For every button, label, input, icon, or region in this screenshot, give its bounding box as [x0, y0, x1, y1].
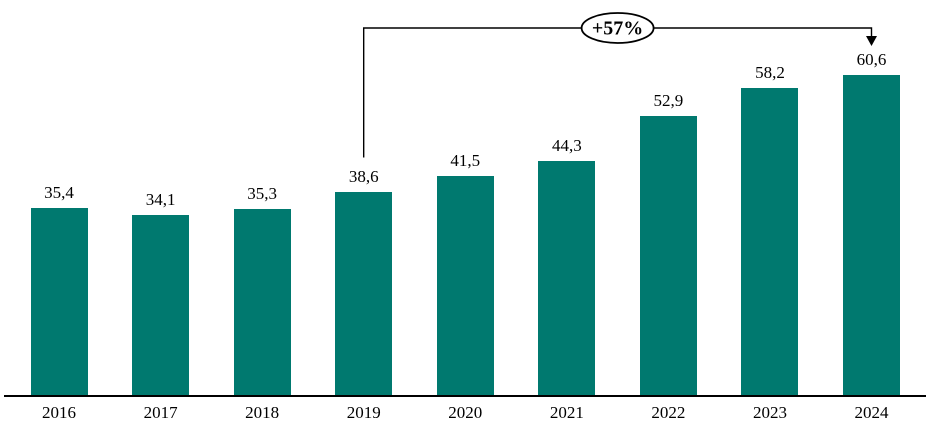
x-tick-label-2022: 2022 [651, 403, 686, 422]
value-label-2016: 35,4 [44, 183, 74, 203]
x-tick-label-2020: 2020 [448, 403, 483, 422]
bar-2024 [843, 75, 900, 396]
value-label-2019: 38,6 [348, 166, 379, 186]
bar-2021 [538, 161, 596, 396]
x-tick-label-2023: 2023 [752, 403, 787, 422]
x-tick-label-2021: 2021 [549, 403, 584, 422]
x-tick-label-2016: 2016 [42, 403, 76, 422]
x-tick-label-2019: 2019 [346, 403, 381, 422]
value-label-2024: 60,6 [856, 50, 887, 69]
bar-2023 [741, 87, 799, 396]
value-label-2021: 44,3 [551, 136, 582, 156]
bar-2020 [436, 176, 494, 396]
value-label-2022: 52,9 [653, 90, 684, 110]
bar-2022 [639, 115, 697, 396]
value-label-2020: 41,5 [450, 151, 481, 171]
bar-2018 [233, 209, 291, 396]
x-tick-label-2018: 2018 [245, 403, 280, 422]
value-label-2017: 34,1 [145, 190, 176, 210]
growth-annotation-label: +57% [591, 17, 644, 40]
value-label-2018: 35,3 [247, 184, 277, 204]
x-tick-label-2017: 2017 [143, 403, 178, 422]
bar-2016 [30, 208, 88, 396]
x-axis-line [4, 395, 926, 397]
bar-2017 [132, 215, 190, 396]
x-tick-label-2024: 2024 [854, 403, 889, 422]
value-label-2023: 58,2 [755, 62, 785, 82]
bar-2019 [335, 191, 393, 396]
annotation-arrowhead-icon [866, 36, 878, 46]
